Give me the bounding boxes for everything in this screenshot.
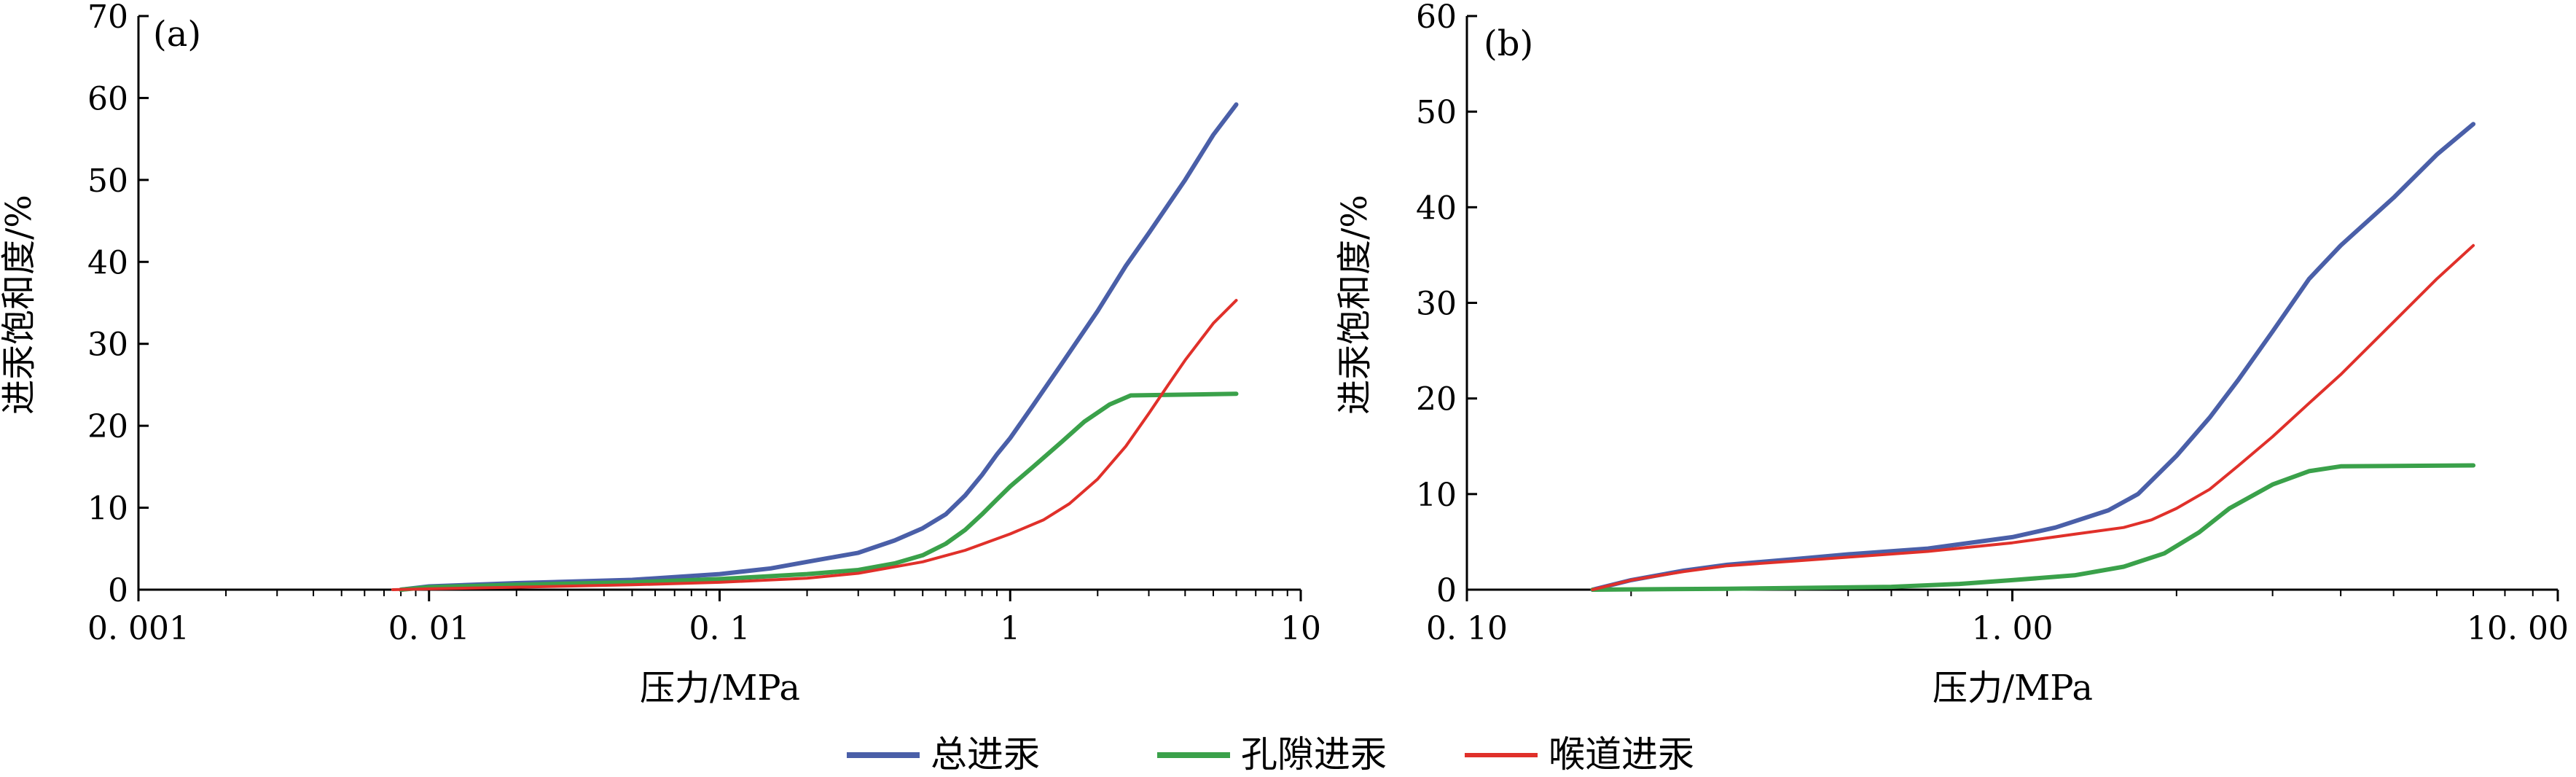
y-tick-label-b: 10 [1416,477,1457,514]
legend-label-pore: 孔隙进汞 [1241,733,1387,776]
x-tick-label-a: 1 [1000,610,1020,647]
x-tick-label-b: 10. 00 [2467,610,2569,647]
legend-label-throat: 喉道进汞 [1549,733,1694,776]
series-line-a-3 [391,299,1238,591]
legend: 总进汞 孔隙进汞 喉道进汞 [847,733,1694,776]
y-tick-label-b: 20 [1416,381,1457,418]
x-tick-label-b: 1. 00 [1972,610,2054,647]
y-axis-title-a: 进汞饱和度/% [0,195,39,415]
x-tick-label-a: 0. 001 [87,610,189,647]
y-axis-title-b: 进汞饱和度/% [1334,195,1375,415]
x-tick-label-a: 0. 01 [388,610,470,647]
y-tick-label-a: 20 [87,408,128,445]
series-line-b-3 [1591,243,2475,591]
series-line-a-1 [399,102,1239,592]
series-line-b-1 [1590,122,2476,592]
y-tick-label-b: 0 [1436,572,1457,609]
panel-label-b: (b) [1484,23,1533,64]
y-tick-label-a: 0 [108,572,128,609]
y-tick-label-a: 40 [87,244,128,281]
panel-label-a: (a) [153,14,201,55]
y-tick-label-a: 50 [87,163,128,200]
x-tick-label-b: 0. 10 [1426,610,1508,647]
y-tick-label-a: 30 [87,327,128,364]
series-line-b-2 [1590,463,2476,592]
x-tick-label-a: 10 [1280,610,1321,647]
y-tick-label-b: 60 [1416,0,1457,36]
x-tick-label-a: 0. 1 [689,610,751,647]
y-tick-label-a: 60 [87,80,128,117]
y-tick-label-b: 40 [1416,190,1457,227]
x-axis-title-a: 压力/MPa [640,668,800,708]
series-line-a-2 [399,391,1239,592]
x-axis-title-b: 压力/MPa [1933,668,2093,708]
panel-a-chart: 0 10 20 30 40 50 60 70 0. 001 0. 01 0. 1 1 10 (a) 压力/M… [0,0,1321,708]
y-tick-label-b: 50 [1416,94,1457,131]
y-tick-label-a: 70 [87,0,128,36]
legend-label-total: 总进汞 [931,733,1040,776]
panel-b-chart: 0 10 20 30 40 50 60 0. 10 1. 00 10. 00 (b) 压力/MPa 进汞… [1334,0,2569,708]
y-tick-label-b: 30 [1416,286,1457,323]
y-tick-label-a: 10 [87,491,128,528]
